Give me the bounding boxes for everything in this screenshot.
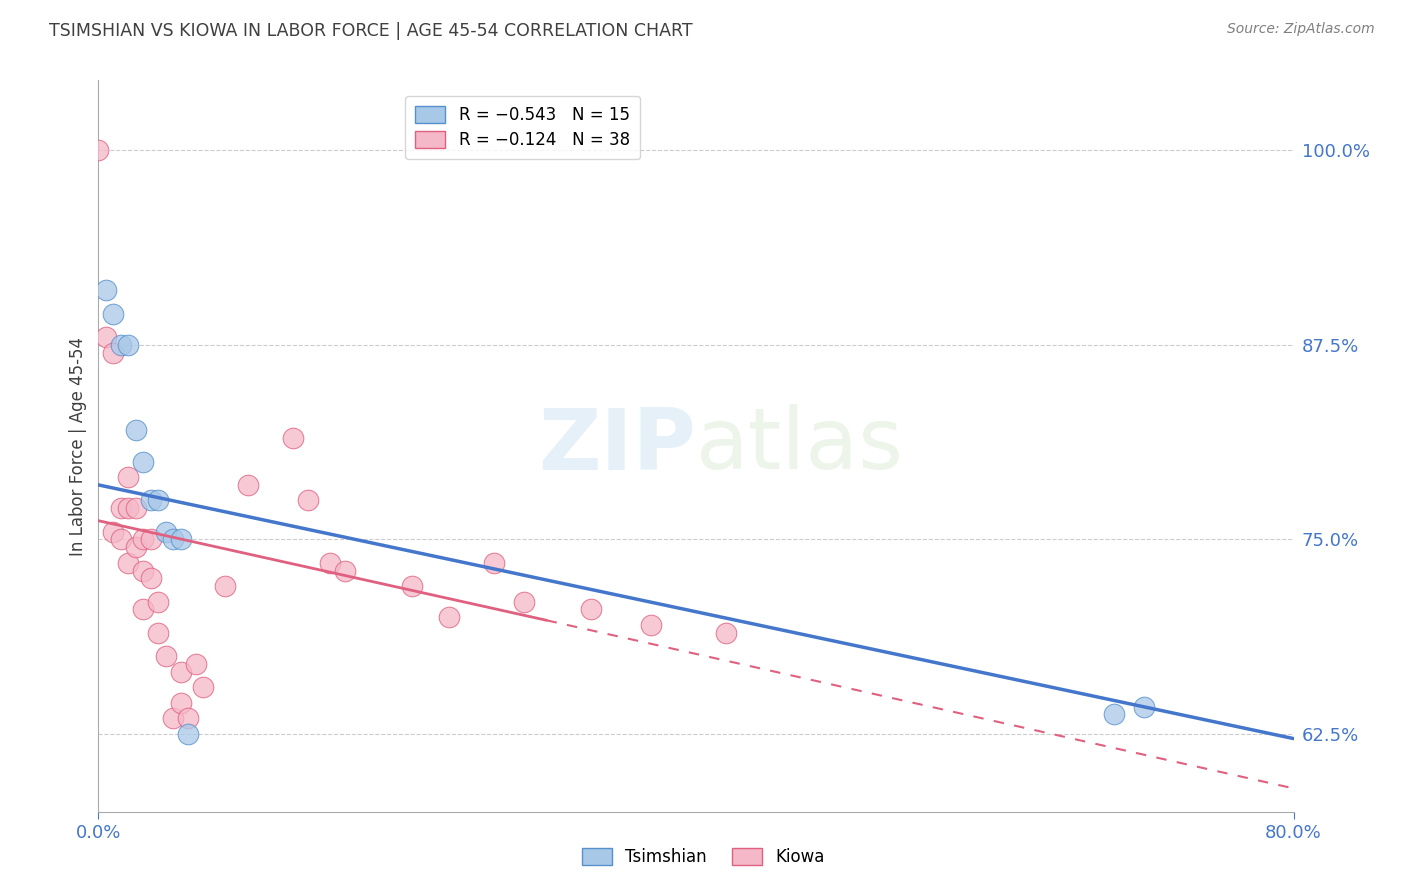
Point xyxy=(148,625,170,640)
Point xyxy=(117,470,139,484)
Legend: Tsimshian, Kiowa: Tsimshian, Kiowa xyxy=(575,841,831,873)
Point xyxy=(132,602,155,616)
Point xyxy=(169,696,191,710)
Point xyxy=(155,524,177,539)
Point xyxy=(401,579,423,593)
Point xyxy=(484,556,506,570)
Point xyxy=(139,571,162,585)
Point xyxy=(117,501,139,516)
Point xyxy=(94,284,117,298)
Point xyxy=(177,711,200,725)
Point xyxy=(139,493,162,508)
Point xyxy=(581,602,603,616)
Text: atlas: atlas xyxy=(696,404,904,488)
Point xyxy=(1133,700,1156,714)
Point xyxy=(640,618,662,632)
Point xyxy=(125,540,148,554)
Point xyxy=(155,649,177,664)
Point xyxy=(117,556,139,570)
Point xyxy=(184,657,207,671)
Point xyxy=(714,625,737,640)
Point xyxy=(125,501,148,516)
Point xyxy=(513,594,536,608)
Text: Source: ZipAtlas.com: Source: ZipAtlas.com xyxy=(1227,22,1375,37)
Point xyxy=(103,345,125,359)
Point xyxy=(110,338,132,352)
Point xyxy=(148,594,170,608)
Point xyxy=(1104,706,1126,721)
Point xyxy=(110,533,132,547)
Point xyxy=(148,493,170,508)
Legend: R = −0.543   N = 15, R = −0.124   N = 38: R = −0.543 N = 15, R = −0.124 N = 38 xyxy=(405,96,640,159)
Point xyxy=(439,610,461,624)
Text: TSIMSHIAN VS KIOWA IN LABOR FORCE | AGE 45-54 CORRELATION CHART: TSIMSHIAN VS KIOWA IN LABOR FORCE | AGE … xyxy=(49,22,693,40)
Point xyxy=(177,727,200,741)
Point xyxy=(139,533,162,547)
Text: ZIP: ZIP xyxy=(538,404,696,488)
Point xyxy=(132,454,155,468)
Y-axis label: In Labor Force | Age 45-54: In Labor Force | Age 45-54 xyxy=(69,336,87,556)
Point xyxy=(94,330,117,344)
Point xyxy=(333,564,356,578)
Point xyxy=(110,501,132,516)
Point xyxy=(281,431,304,445)
Point xyxy=(103,307,125,321)
Point xyxy=(169,533,191,547)
Point xyxy=(236,478,259,492)
Point xyxy=(117,338,139,352)
Point xyxy=(162,711,184,725)
Point xyxy=(162,533,184,547)
Point xyxy=(214,579,236,593)
Point xyxy=(191,680,214,694)
Point xyxy=(319,556,342,570)
Point xyxy=(87,144,110,158)
Point xyxy=(132,564,155,578)
Point xyxy=(132,533,155,547)
Point xyxy=(297,493,319,508)
Point xyxy=(169,665,191,679)
Point xyxy=(103,524,125,539)
Point xyxy=(125,424,148,438)
